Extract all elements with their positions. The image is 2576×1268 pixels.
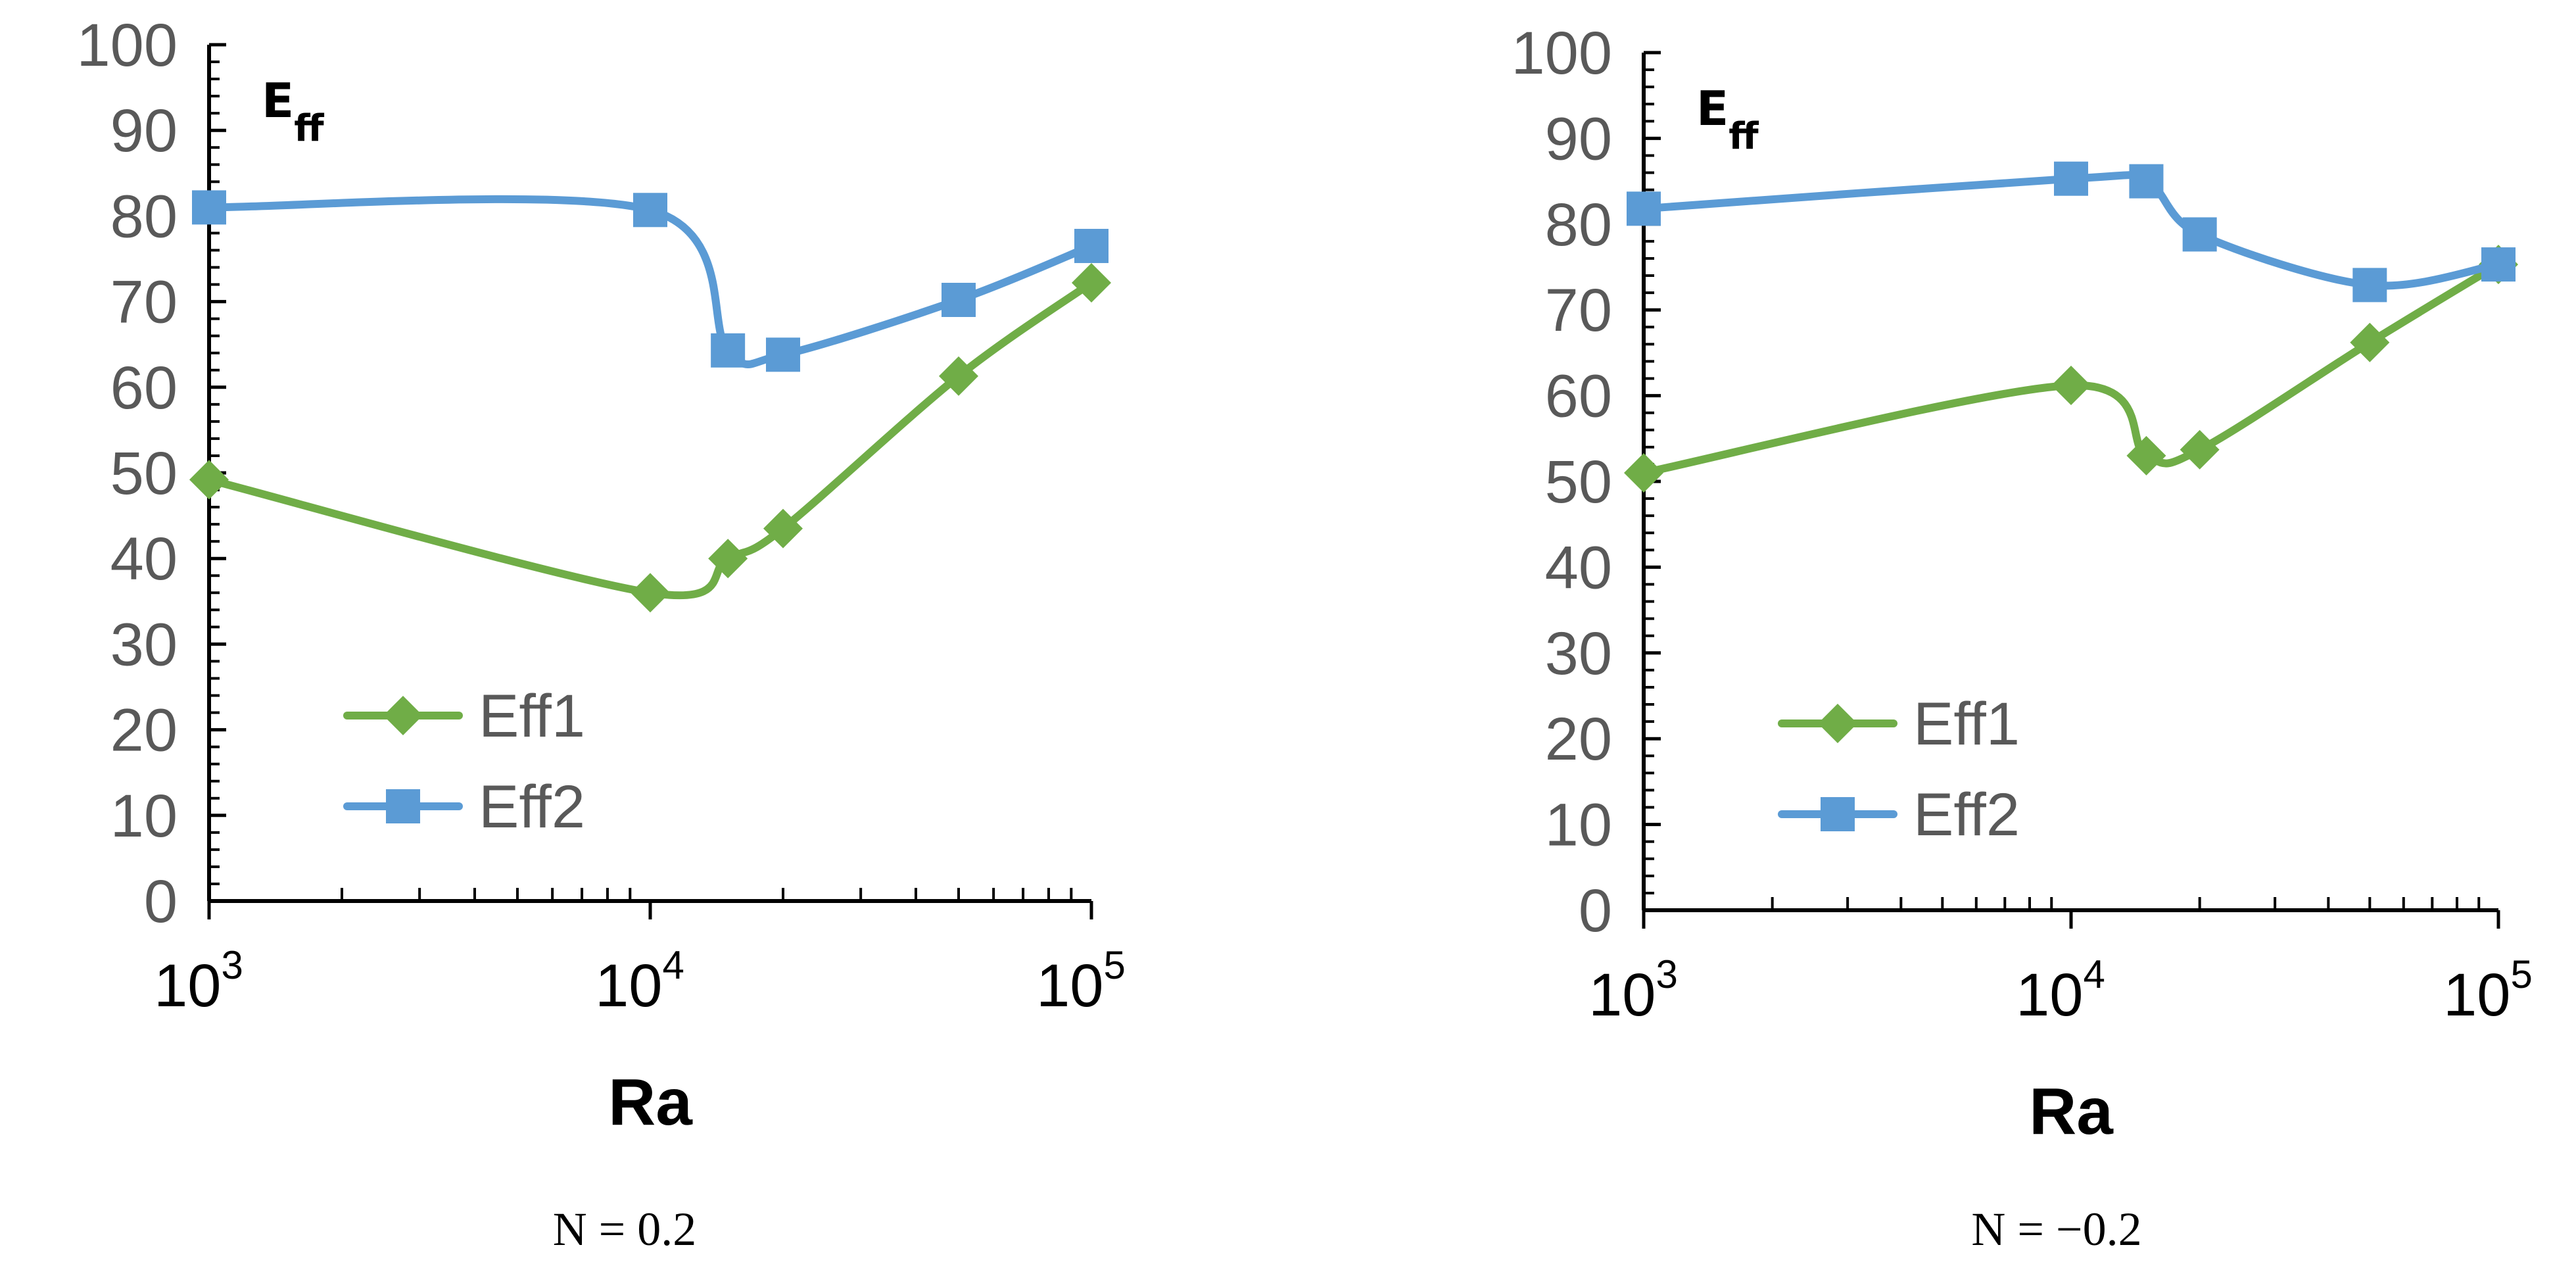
series-line-eff1 — [205, 279, 1095, 600]
data-point-eff1 — [2350, 322, 2390, 362]
data-point-eff1 — [939, 356, 979, 396]
y-tick-label: 70 — [110, 269, 178, 336]
panel-label: Eff — [1696, 81, 1759, 158]
panel-caption: N = 0.2 — [553, 1203, 697, 1256]
y-tick-label: 70 — [1545, 277, 1612, 344]
data-point-eff2 — [2129, 164, 2164, 199]
panel-label: Eff — [262, 73, 324, 150]
data-point-eff1 — [708, 539, 748, 579]
panel-caption: N = −0.2 — [1971, 1203, 2141, 1256]
y-tick-label: 50 — [1545, 449, 1612, 516]
data-point-eff1 — [189, 460, 229, 500]
x-tick-base: 10 — [2443, 962, 2510, 1029]
panel-label-base: E — [262, 73, 294, 128]
data-point-eff1 — [1624, 452, 1663, 493]
data-point-eff2 — [2182, 217, 2217, 252]
legend-marker-eff2 — [386, 789, 420, 823]
y-tick-label: 30 — [110, 611, 178, 678]
x-tick-label: 103 — [154, 943, 243, 1019]
legend-label-eff2: Eff2 — [1913, 781, 2020, 848]
y-tick-label: 60 — [110, 354, 178, 422]
x-tick-label: 104 — [595, 943, 684, 1019]
y-tick-label: 100 — [1512, 20, 1613, 87]
y-tick-label: 60 — [1545, 363, 1612, 430]
data-point-eff2 — [1074, 228, 1109, 263]
y-tick-label: 10 — [110, 783, 178, 850]
x-tick-base: 10 — [1036, 952, 1103, 1019]
legend-marker-eff2 — [1821, 797, 1855, 831]
y-tick-label: 40 — [110, 525, 178, 593]
data-point-eff2 — [2054, 161, 2088, 196]
data-point-eff2 — [942, 282, 976, 317]
y-tick-label: 40 — [1545, 534, 1612, 601]
y-tick-label: 30 — [1545, 620, 1612, 687]
y-tick-label: 0 — [1579, 877, 1612, 944]
y-tick-label: 90 — [110, 97, 178, 164]
y-tick-label: 100 — [77, 12, 178, 79]
x-tick-exponent: 3 — [1656, 952, 1677, 996]
x-tick-exponent: 5 — [2510, 952, 2532, 996]
y-tick-label: 0 — [144, 868, 178, 935]
legend-label-eff1: Eff1 — [1913, 691, 2020, 758]
data-point-eff2 — [2481, 247, 2516, 282]
y-tick-label: 20 — [1545, 706, 1612, 773]
data-point-eff2 — [192, 190, 226, 225]
data-point-eff2 — [2352, 268, 2387, 303]
x-tick-label: 104 — [2016, 952, 2105, 1029]
data-point-eff2 — [1627, 191, 1661, 226]
x-tick-base: 10 — [154, 952, 221, 1019]
x-tick-base: 10 — [595, 952, 662, 1019]
x-tick-base: 10 — [1588, 962, 1656, 1029]
panel-label-subscript: ff — [1729, 115, 1759, 158]
data-point-eff2 — [765, 337, 800, 372]
x-tick-label: 105 — [1036, 943, 1126, 1019]
y-tick-label: 80 — [1545, 191, 1612, 258]
legend-marker-eff1 — [1818, 704, 1857, 743]
y-tick-label: 90 — [1545, 105, 1612, 172]
x-tick-base: 10 — [2016, 962, 2083, 1029]
y-tick-label: 80 — [110, 183, 178, 250]
legend-label-eff2: Eff2 — [479, 773, 585, 841]
data-point-eff1 — [2126, 435, 2166, 476]
data-point-eff2 — [633, 193, 667, 228]
data-point-eff1 — [2180, 429, 2220, 470]
x-tick-exponent: 4 — [2083, 952, 2105, 996]
x-tick-exponent: 4 — [662, 943, 684, 987]
y-tick-label: 50 — [110, 440, 178, 507]
data-point-eff2 — [711, 333, 746, 368]
data-point-eff1 — [763, 508, 803, 549]
data-point-eff1 — [1072, 262, 1111, 303]
panel-label-base: E — [1696, 81, 1729, 136]
legend-marker-eff1 — [383, 696, 423, 735]
y-tick-label: 10 — [1545, 792, 1612, 859]
x-axis-title: Ra — [2029, 1075, 2114, 1148]
x-tick-label: 103 — [1588, 952, 1678, 1029]
data-point-eff1 — [631, 573, 670, 613]
x-tick-exponent: 5 — [1103, 943, 1125, 987]
y-tick-label: 20 — [110, 697, 178, 764]
legend-label-eff1: Eff1 — [479, 683, 585, 750]
x-axis-title: Ra — [608, 1065, 693, 1139]
x-tick-label: 105 — [2443, 952, 2533, 1029]
x-tick-exponent: 3 — [221, 943, 243, 987]
data-point-eff1 — [2051, 365, 2091, 405]
panel-label-subscript: ff — [294, 107, 324, 150]
